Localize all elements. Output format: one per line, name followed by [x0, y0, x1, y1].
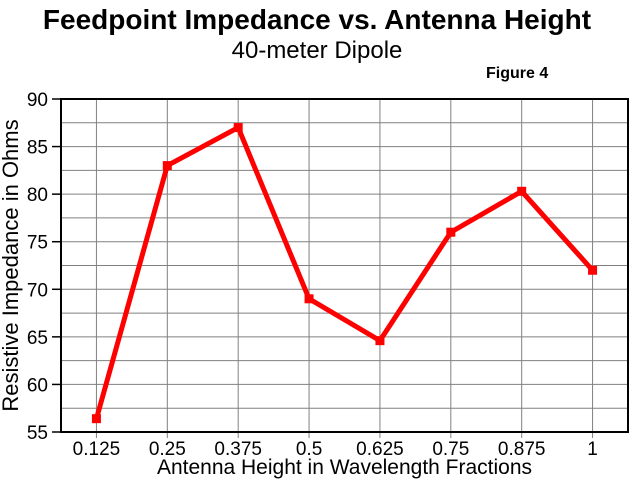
y-tick-label: 55 — [27, 423, 48, 444]
impedance-line — [94, 124, 595, 420]
figure-number-label: Figure 4 — [486, 65, 549, 82]
chart-subtitle: 40-meter Dipole — [231, 37, 403, 64]
data-point-marker — [446, 227, 456, 237]
y-tick-label: 60 — [27, 375, 48, 396]
x-tick-label: 0.625 — [356, 439, 404, 460]
data-point-marker — [375, 336, 385, 346]
x-tick-label: 1 — [587, 439, 598, 460]
x-tick-label: 0.5 — [296, 439, 322, 460]
data-point-marker — [588, 265, 598, 275]
y-tick-label: 65 — [27, 328, 48, 349]
y-tick-label: 75 — [27, 233, 48, 254]
y-tick-label: 70 — [27, 280, 48, 301]
data-point-marker — [304, 294, 314, 304]
x-tick-label: 0.875 — [498, 439, 546, 460]
data-point-marker — [91, 414, 101, 424]
data-point-marker — [162, 161, 172, 171]
x-tick-label: 0.125 — [73, 439, 121, 460]
x-tick-label: 0.75 — [432, 439, 469, 460]
y-tick-label: 90 — [27, 90, 48, 111]
y-tick-label: 85 — [27, 138, 48, 159]
data-point-marker — [233, 123, 243, 133]
x-tick-label: 0.375 — [214, 439, 262, 460]
y-axis-title: Resistive Impedance in Ohms — [0, 119, 23, 411]
x-tick-label: 0.25 — [149, 439, 186, 460]
chart-title: Feedpoint Impedance vs. Antenna Height — [42, 4, 592, 35]
plot-border — [60, 98, 629, 433]
data-point-marker — [517, 186, 527, 196]
y-tick-label: 80 — [27, 185, 48, 206]
x-axis-title: Antenna Height in Wavelength Fractions — [157, 456, 532, 479]
